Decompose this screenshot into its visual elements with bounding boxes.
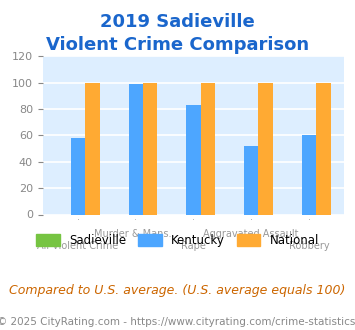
Legend: Sadieville, Kentucky, National: Sadieville, Kentucky, National [31,229,324,251]
Bar [316,82,331,214]
Bar [201,82,215,214]
Text: Compared to U.S. average. (U.S. average equals 100): Compared to U.S. average. (U.S. average … [9,284,346,297]
Bar [186,105,201,214]
Bar [244,146,258,214]
Text: © 2025 CityRating.com - https://www.cityrating.com/crime-statistics/: © 2025 CityRating.com - https://www.city… [0,317,355,327]
Bar [71,138,85,214]
Bar [143,82,157,214]
Bar [258,82,273,214]
Text: Robbery: Robbery [289,242,329,251]
Text: 2019 Sadieville: 2019 Sadieville [100,13,255,31]
Text: Rape: Rape [181,242,206,251]
Text: All Violent Crime: All Violent Crime [37,242,119,251]
Bar [129,84,143,214]
Bar [302,135,316,214]
Text: Murder & Mans...: Murder & Mans... [94,229,178,239]
Bar [85,82,100,214]
Text: Violent Crime Comparison: Violent Crime Comparison [46,36,309,54]
Text: Aggravated Assault: Aggravated Assault [203,229,299,239]
